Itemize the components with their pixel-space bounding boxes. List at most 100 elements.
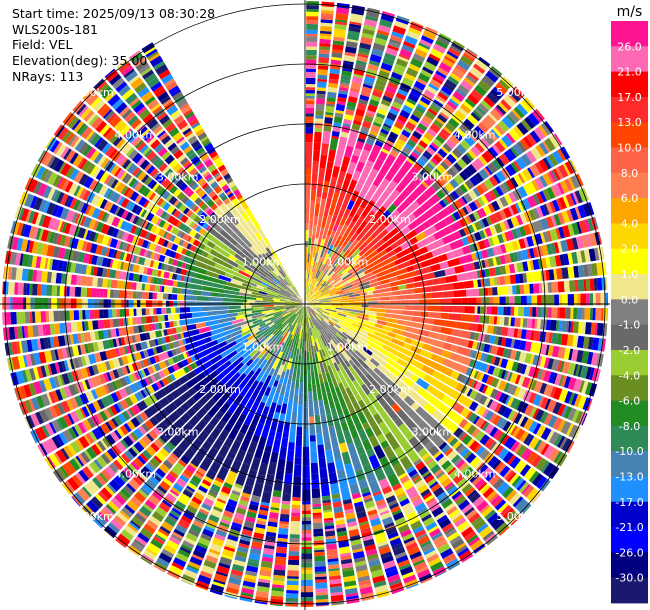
range-ring-label: 3.00km [157,425,199,438]
colorbar-swatch [611,96,648,123]
colorbar-swatch [611,122,648,148]
radar-ray [307,104,577,303]
radar-ray [305,1,401,302]
elevation-label: Elevation(deg): 35.00 [12,53,148,68]
colorbar-unit: m/s [617,4,643,20]
radar-ray [307,277,608,304]
start-time-label: Start time: 2025/09/13 08:30:28 [12,6,216,21]
radar-ray [307,304,608,337]
range-ring-label: 1.00km [242,340,284,353]
colorbar-tick-label: -21.0 [615,521,643,534]
colorbar-swatch [611,71,648,98]
radar-ray [2,304,303,326]
range-ring-label: 2.00km [199,383,241,396]
radar-ray [305,1,419,302]
radar-ray [285,306,305,607]
field-label: Field: VEL [12,37,73,52]
radar-ray [307,78,556,303]
radar-ray [40,305,303,512]
colorbar-tick-label: 21.0 [617,66,642,79]
range-ring-label: 5.00km [72,510,114,523]
colorbar-tick-label: -4.0 [619,369,640,382]
radar-ray [305,306,411,607]
radar-ray [85,306,304,560]
radar-ray [2,304,303,407]
colorbar-tick-label: -2.0 [619,344,640,357]
range-ring-labels: 1.00km 1.00km 1.00km 1.00km 2.00km 2.00km 2.00… [72,86,538,523]
radar-ray [305,306,345,607]
radar-ray [307,305,599,467]
colorbar-swatch [611,248,648,275]
range-ring-label: 3.00km [157,171,199,184]
radar-ray [307,304,608,402]
colorbar-tick-label: -6.0 [619,395,640,408]
colorbar-swatch [611,21,648,47]
colorbar-swatch [611,451,648,477]
colorbar-swatch [611,274,648,300]
colorbar-swatch [611,147,648,174]
colorbar-tick-label: 1.0 [621,268,639,281]
colorbar-tick-label: 17.0 [617,91,642,104]
radar-ray [307,304,608,353]
colorbar-swatch [611,375,648,401]
radar-ray [13,305,303,471]
colorbar-swatch [611,198,648,224]
colorbar-tick-label: -8.0 [619,420,640,433]
colorbar-tick-label: 10.0 [617,142,642,155]
radar-ray [6,150,303,303]
colorbar-tick-label: 13.0 [617,116,642,129]
colorbar-tick-label: -26.0 [615,546,643,559]
range-ring-label: 4.00km [454,468,496,481]
radar-ray [307,228,608,304]
radar-ray [61,306,303,537]
colorbar-tick-label: -17.0 [615,496,643,509]
velocity-rays [2,1,608,607]
colorbar-swatch [611,46,648,72]
radar-ray [306,306,460,602]
radar-ray [308,292,608,306]
colorbar-swatch [611,501,648,528]
radar-ray [307,304,608,386]
radar-ray [305,306,394,607]
radar-ray [300,307,314,607]
nrays-label: NRays: 113 [12,69,84,84]
colorbar-swatch [611,552,648,579]
radar-ray [307,66,545,302]
colorbar-swatch [611,425,648,452]
radar-ray [2,304,303,341]
colorbar-swatch [611,527,648,553]
range-ring-label: 2.00km [369,213,411,226]
colorbar-swatch [611,223,648,250]
colorbar-swatch [611,299,648,326]
radar-ray [305,1,351,302]
range-ring-label: 5.00km [72,86,114,99]
range-ring-label: 2.00km [199,213,241,226]
radar-ray [305,1,367,302]
colorbar-tick-label: -30.0 [615,572,643,585]
colorbar-swatch [611,577,648,604]
range-ring-label: 1.00km [242,256,284,269]
radar-ray [2,199,303,304]
range-ring-label: 5.00km [496,86,538,99]
crosshair-axes [0,0,610,610]
colorbar-tick-label: 6.0 [621,192,639,205]
range-ring-label: 4.00km [454,128,496,141]
colorbar-tick-label: -10.0 [615,445,643,458]
range-ring-label: 1.00km [327,340,369,353]
instrument-label: WLS200s-181 [12,22,98,37]
colorbar-tick-label: 4.0 [621,217,639,230]
radar-ray [2,304,303,373]
radar-ray [305,1,320,301]
range-ring-label: 4.00km [115,468,157,481]
colorbar-tick-label: 26.0 [617,40,642,53]
radar-ray [269,306,305,607]
radar-ray [237,306,305,607]
radar-ray [2,265,303,304]
range-ring-label: 1.00km [327,256,369,269]
colorbar-swatch [611,400,648,427]
colorbar-tick-label: 2.0 [621,243,639,256]
range-ring-label: 5.00km [496,510,538,523]
colorbar: m/s 26.0 21.0 17.0 13.0 10.0 8.0 6.0 4.0 2.0 1.0 0.… [611,4,648,604]
range-ring-label: 2.00km [369,383,411,396]
